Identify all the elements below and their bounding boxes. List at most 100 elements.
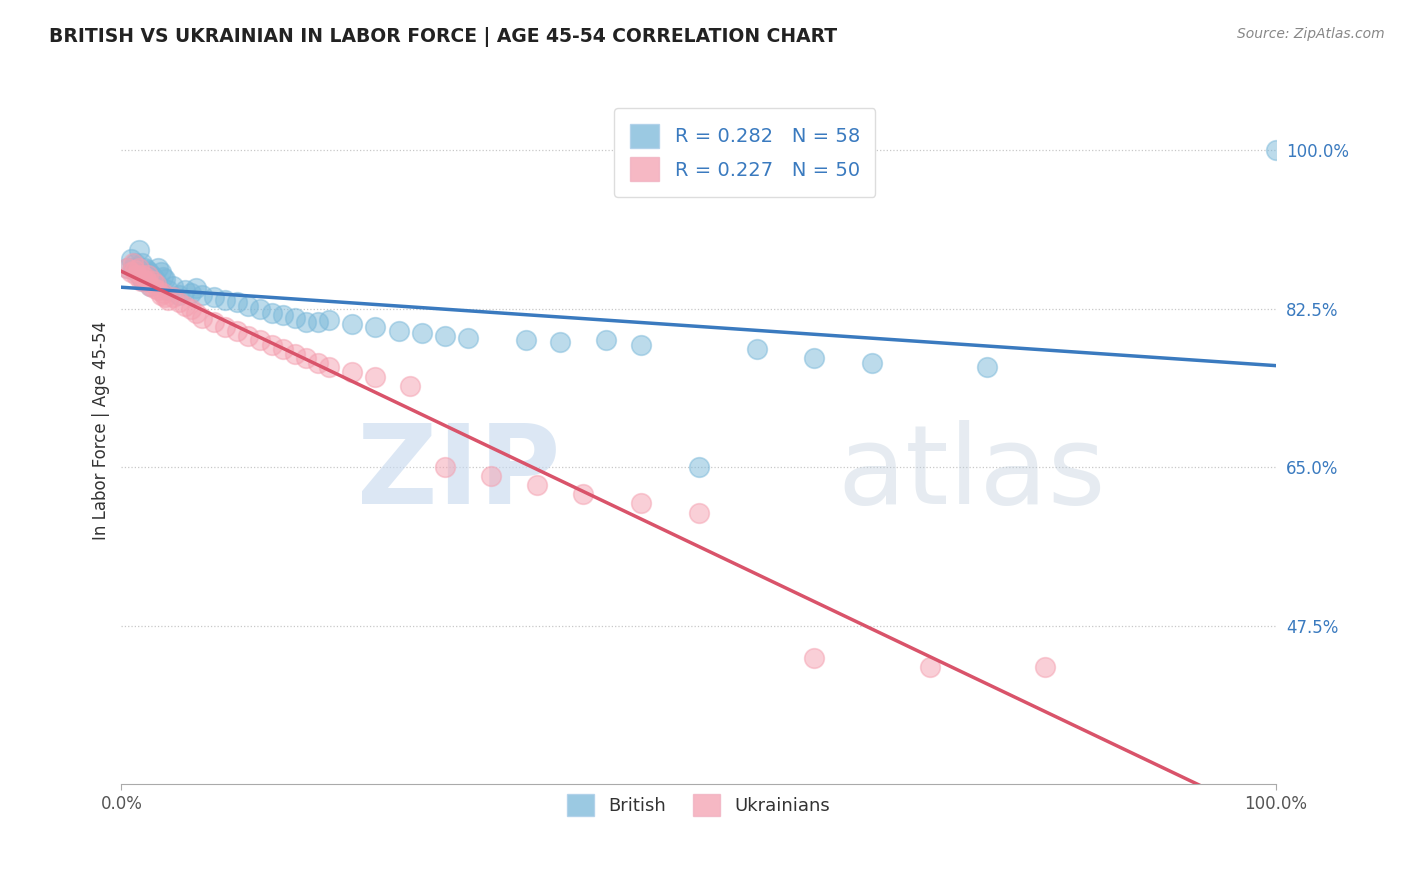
Point xyxy=(122,256,145,270)
Point xyxy=(136,268,159,282)
Point xyxy=(124,256,146,270)
Point xyxy=(433,328,456,343)
Point xyxy=(152,286,174,301)
Text: Source: ZipAtlas.com: Source: ZipAtlas.com xyxy=(1237,27,1385,41)
Point xyxy=(125,265,148,279)
Point xyxy=(191,288,214,302)
Point xyxy=(976,360,998,375)
Point xyxy=(630,338,652,352)
Point xyxy=(128,243,150,257)
Point xyxy=(125,268,148,282)
Point xyxy=(260,306,283,320)
Point xyxy=(479,469,502,483)
Point xyxy=(138,265,160,279)
Legend: British, Ukrainians: British, Ukrainians xyxy=(558,785,839,825)
Point xyxy=(167,288,190,302)
Point xyxy=(141,268,163,282)
Point xyxy=(688,460,710,475)
Point xyxy=(174,299,197,313)
Point xyxy=(238,299,260,313)
Point xyxy=(295,315,318,329)
Point xyxy=(364,369,387,384)
Point xyxy=(318,313,340,327)
Point xyxy=(202,290,225,304)
Point xyxy=(399,378,422,392)
Point xyxy=(139,279,162,293)
Point xyxy=(162,290,184,304)
Text: ZIP: ZIP xyxy=(357,420,560,527)
Point xyxy=(433,460,456,475)
Point xyxy=(115,260,138,275)
Point xyxy=(120,252,142,266)
Point xyxy=(156,284,179,298)
Point xyxy=(186,281,208,295)
Point xyxy=(115,260,138,275)
Point xyxy=(191,310,214,325)
Point xyxy=(803,351,825,366)
Point xyxy=(131,256,153,270)
Y-axis label: In Labor Force | Age 45-54: In Labor Force | Age 45-54 xyxy=(93,321,110,541)
Point xyxy=(134,260,156,275)
Point xyxy=(202,315,225,329)
Point xyxy=(318,360,340,375)
Point xyxy=(918,659,941,673)
Point xyxy=(180,286,202,301)
Point xyxy=(134,269,156,284)
Point xyxy=(134,269,156,284)
Point xyxy=(128,260,150,275)
Point xyxy=(142,274,165,288)
Point xyxy=(630,496,652,510)
Point xyxy=(129,269,152,284)
Point xyxy=(295,351,318,366)
Point xyxy=(122,260,145,275)
Point xyxy=(387,324,409,338)
Point xyxy=(148,284,170,298)
Point xyxy=(271,343,294,357)
Point xyxy=(120,265,142,279)
Point xyxy=(214,319,236,334)
Point xyxy=(128,260,150,275)
Point xyxy=(148,260,170,275)
Point xyxy=(225,295,247,310)
Point xyxy=(595,333,617,347)
Point xyxy=(152,269,174,284)
Point xyxy=(249,333,271,347)
Point xyxy=(132,274,155,288)
Point xyxy=(1265,143,1288,157)
Point xyxy=(307,356,329,370)
Point xyxy=(1033,659,1056,673)
Point xyxy=(284,347,307,361)
Point xyxy=(124,262,146,277)
Point xyxy=(139,279,162,293)
Point xyxy=(860,356,883,370)
Point xyxy=(142,281,165,295)
Point xyxy=(238,328,260,343)
Point xyxy=(307,315,329,329)
Point xyxy=(155,290,177,304)
Point xyxy=(411,326,433,340)
Point xyxy=(342,317,364,331)
Point xyxy=(457,331,479,345)
Point xyxy=(214,293,236,307)
Text: BRITISH VS UKRAINIAN IN LABOR FORCE | AGE 45-54 CORRELATION CHART: BRITISH VS UKRAINIAN IN LABOR FORCE | AG… xyxy=(49,27,838,46)
Point xyxy=(548,335,571,350)
Point xyxy=(167,295,190,310)
Point xyxy=(149,265,172,279)
Point xyxy=(135,274,157,288)
Point xyxy=(745,343,768,357)
Point xyxy=(135,262,157,277)
Point xyxy=(249,301,271,316)
Point xyxy=(364,319,387,334)
Point xyxy=(156,293,179,307)
Point xyxy=(515,333,537,347)
Point xyxy=(142,269,165,284)
Point xyxy=(132,271,155,285)
Point xyxy=(145,274,167,288)
Point xyxy=(136,274,159,288)
Point xyxy=(186,306,208,320)
Point xyxy=(688,506,710,520)
Point xyxy=(155,271,177,285)
Point xyxy=(145,277,167,291)
Point xyxy=(129,274,152,288)
Point xyxy=(271,308,294,322)
